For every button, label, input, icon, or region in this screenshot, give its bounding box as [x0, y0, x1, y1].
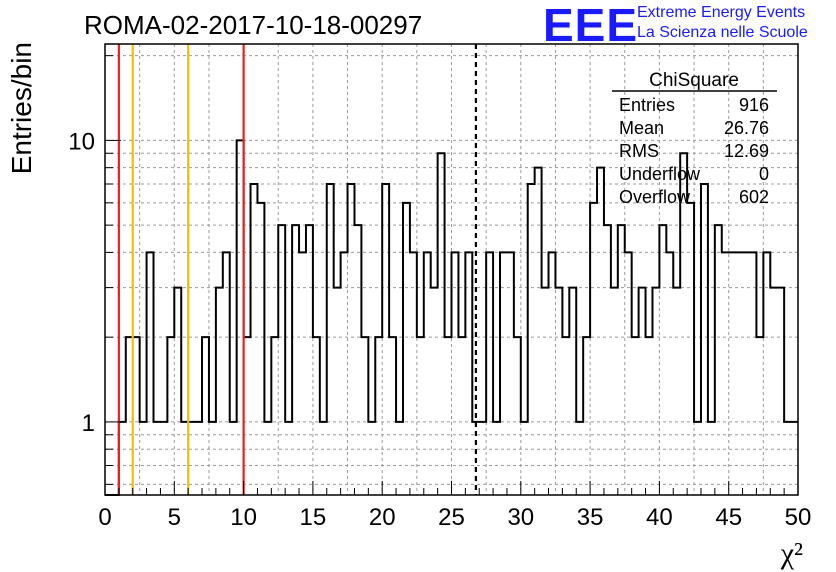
x-tick-label: 30	[507, 504, 534, 531]
stats-row-label: RMS	[619, 141, 659, 161]
stats-row-value: 12.69	[724, 141, 769, 161]
x-tick-label: 45	[715, 504, 742, 531]
x-tick-label: 15	[300, 504, 327, 531]
logo-line-1: Extreme Energy Events	[637, 4, 806, 21]
x-tick-label: 25	[438, 504, 465, 531]
x-axis-label: χ²	[780, 537, 803, 570]
stats-row-label: Underflow	[619, 164, 701, 184]
histogram-series-line	[105, 139, 798, 496]
x-tick-label: 0	[98, 504, 111, 531]
x-tick-label: 10	[230, 504, 257, 531]
stats-row-label: Overflow	[619, 187, 691, 207]
x-tick-label: 35	[577, 504, 604, 531]
stats-row-value: 26.76	[724, 118, 769, 138]
stats-row-value: 602	[739, 187, 769, 207]
x-tick-label: 20	[369, 504, 396, 531]
stats-row-value: 916	[739, 95, 769, 115]
y-tick-label: 1	[82, 410, 95, 437]
y-tick-label: 10	[68, 128, 95, 155]
x-tick-label: 5	[168, 504, 181, 531]
x-tick-label: 50	[785, 504, 812, 531]
stats-box-title: ChiSquare	[649, 70, 739, 91]
x-tick-label: 40	[646, 504, 673, 531]
stats-row-label: Entries	[619, 95, 675, 115]
y-axis-label: Entries/bin	[6, 42, 37, 174]
stats-row-value: 0	[759, 164, 769, 184]
logo-line-2: La Scienza nelle Scuole	[637, 24, 808, 41]
run-title: ROMA-02-2017-10-18-00297	[84, 10, 423, 40]
eee-logo: EEE	[543, 0, 639, 51]
stats-row-label: Mean	[619, 118, 664, 138]
